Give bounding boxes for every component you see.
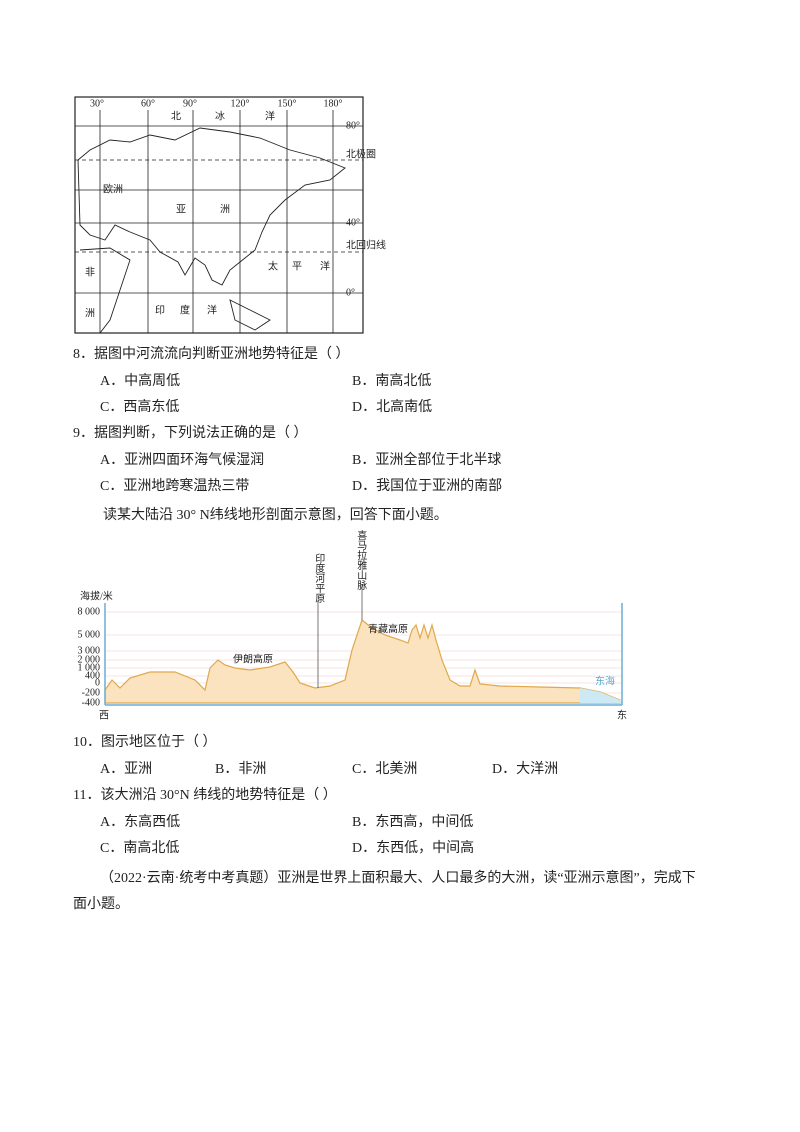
y-tick-label: 1 000 <box>78 662 101 673</box>
profile-figure <box>104 585 623 706</box>
longitude-label: 120° <box>231 98 250 109</box>
y-tick-label: 2 000 <box>78 654 101 665</box>
longitude-label: 180° <box>324 98 343 109</box>
direction-label: 西 <box>99 710 109 721</box>
y-tick-label: 5 000 <box>78 629 101 640</box>
longitude-label: 90° <box>183 98 197 109</box>
option: A．亚洲四面环海气候湿润 <box>100 452 264 468</box>
question-stem: 8．据图中河流流向判断亚洲地势特征是（ ） <box>73 346 350 362</box>
latitude-label: 80° <box>346 120 360 131</box>
region-label: 洋 <box>265 109 275 122</box>
y-tick-label: -400 <box>82 697 100 708</box>
region-label: 洲 <box>85 307 95 319</box>
y-tick-label: 8 000 <box>78 606 101 617</box>
latitude-label: 0° <box>346 287 355 298</box>
latitude-label: 40° <box>346 217 360 228</box>
option: B．亚洲全部位于北半球 <box>352 451 501 468</box>
feature-label: 伊朗高原 <box>233 652 273 665</box>
option: C．西高东低 <box>100 398 179 415</box>
question-stem: 9．据图判断，下列说法正确的是（ ） <box>73 425 308 441</box>
option: D．大洋洲 <box>492 761 558 777</box>
option: C．北美洲 <box>352 761 417 777</box>
y-tick-label: 3 000 <box>78 645 101 656</box>
region-label: 非 <box>85 266 95 278</box>
map-figure <box>74 96 364 334</box>
region-label: 平 <box>292 261 302 272</box>
option: D．我国位于亚洲的南部 <box>352 478 502 494</box>
region-label: 洋 <box>207 303 217 316</box>
region-label: 亚 <box>176 204 186 215</box>
y-tick-label: 400 <box>85 670 100 681</box>
y-tick-label: -200 <box>82 687 100 698</box>
region-label: 洲 <box>220 203 230 215</box>
feature-label: 喜马拉雅山脉 <box>355 529 367 590</box>
direction-label: 东 <box>617 708 627 721</box>
latitude-label: 北回归线 <box>346 238 386 251</box>
option: B．非洲 <box>215 761 266 777</box>
feature-label: 印度河平原 <box>313 553 325 603</box>
longitude-label: 60° <box>141 98 155 109</box>
question-stem: 10．图示地区位于（ ） <box>73 734 217 750</box>
intro-text: 读某大陆沿 30° N纬线地形剖面示意图，回答下面小题。 <box>103 506 448 523</box>
region-label: 冰 <box>215 109 225 122</box>
longitude-label: 30° <box>90 98 104 109</box>
region-label: 欧洲 <box>103 183 123 195</box>
region-label: 度 <box>180 303 190 316</box>
y-axis-label: 海拔/米 <box>80 589 113 602</box>
region-label: 北 <box>171 110 181 122</box>
region-label: 洋 <box>320 259 330 272</box>
option: A．亚洲 <box>100 762 152 777</box>
region-label: 印 <box>155 304 165 316</box>
option: C．南高北低 <box>100 839 179 856</box>
option: C．亚洲地跨寒温热三带 <box>100 477 249 494</box>
longitude-label: 150° <box>278 98 297 109</box>
option: B．东西高，中间低 <box>352 813 473 830</box>
closing-text: （2022·云南·统考中考真题）亚洲是世界上面积最大、人口最多的大洲，读“亚洲示… <box>100 869 696 886</box>
latitude-label: 北极圈 <box>346 147 376 160</box>
option: D．东西低，中间高 <box>352 839 474 856</box>
region-label: 太 <box>268 259 278 272</box>
y-tick-label: 0 <box>95 677 100 688</box>
question-stem: 11．该大洲沿 30°N 纬线的地势特征是（ ） <box>73 787 337 803</box>
closing-text: 面小题。 <box>73 896 129 912</box>
feature-label: 青藏高原 <box>368 622 408 635</box>
option: A．中高周低 <box>100 372 180 389</box>
option: B．南高北低 <box>352 372 431 389</box>
option: A．东高西低 <box>100 813 180 830</box>
feature-label: 东海 <box>595 674 615 687</box>
option: D．北高南低 <box>352 398 432 415</box>
